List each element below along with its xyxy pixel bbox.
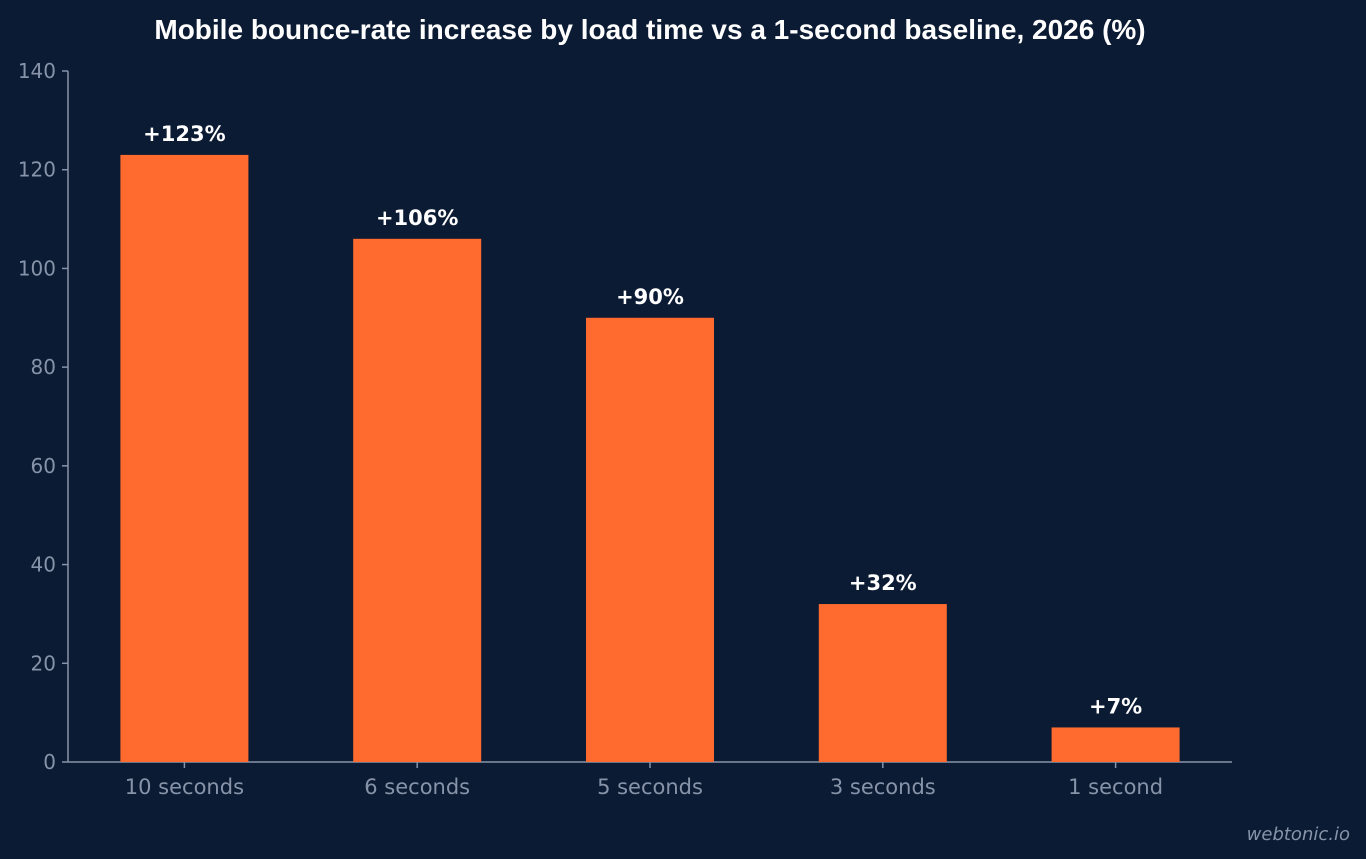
x-tick-label: 6 seconds [364, 775, 470, 799]
bar [1051, 727, 1180, 762]
y-tick-label: 100 [18, 256, 56, 280]
data-labels: +123% +106% +90% +32% +7% [143, 122, 1142, 719]
bars [120, 154, 1180, 763]
data-label: +7% [1089, 694, 1142, 718]
y-tick-label: 60 [31, 454, 56, 478]
y-tick-label: 40 [31, 553, 56, 577]
bar [586, 317, 714, 762]
bar [353, 238, 482, 763]
watermark: webtonic.io [1247, 824, 1350, 845]
bar [120, 154, 249, 762]
y-tick-label: 120 [18, 158, 56, 182]
y-tick-label: 0 [43, 750, 56, 774]
data-label: +123% [143, 122, 225, 146]
y-tick-label: 140 [18, 59, 56, 83]
bar [818, 604, 947, 762]
x-tick-label: 3 seconds [830, 775, 936, 799]
data-label: +32% [849, 571, 917, 595]
x-tick-label: 1 second [1068, 775, 1163, 799]
data-label: +106% [376, 206, 458, 230]
y-axis: 0 20 40 60 80 100 120 140 [18, 59, 69, 774]
y-tick-label: 20 [31, 651, 56, 675]
data-label: +90% [616, 285, 684, 309]
x-tick-label: 5 seconds [597, 775, 703, 799]
x-tick-label: 10 seconds [125, 775, 244, 799]
y-tick-label: 80 [31, 355, 56, 379]
chart-title: Mobile bounce-rate increase by load time… [154, 14, 1145, 45]
x-axis: 10 seconds 6 seconds 5 seconds 3 seconds 1 s… [68, 761, 1232, 799]
